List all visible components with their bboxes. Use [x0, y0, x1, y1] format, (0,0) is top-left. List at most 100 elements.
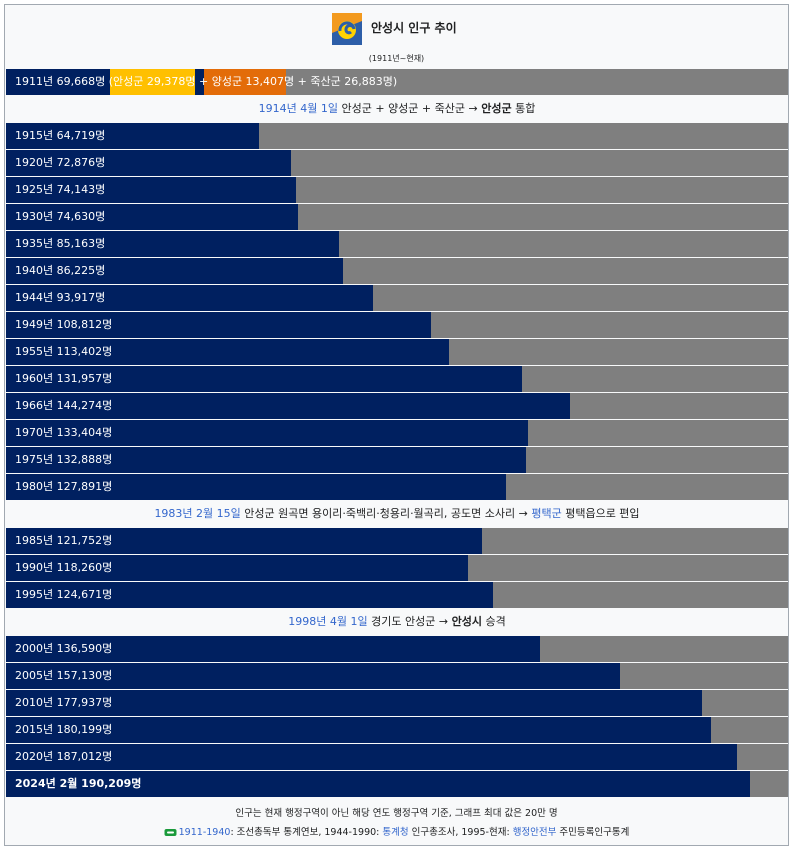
source-link[interactable]: 행정안전부	[512, 827, 557, 838]
link-text[interactable]: 1998년 4월 1일	[288, 615, 368, 628]
bar-label: 1944년 93,917명	[15, 291, 106, 304]
bar-label: 1995년 124,671명	[15, 588, 113, 601]
bar-label: 2024년 2월 190,209명	[15, 777, 142, 790]
event-note: 1983년 2월 15일 안성군 원곡면 용이리·죽백리·청용리·월곡리, 공도…	[6, 500, 788, 527]
bar	[6, 204, 298, 230]
bar-row-1944: 1944년 93,917명	[6, 285, 788, 311]
segment-label: 안성군 29,378명	[113, 75, 196, 88]
bar	[6, 744, 738, 770]
bar-label: 1970년 133,404명	[15, 426, 113, 439]
bar-label: 1975년 132,888명	[15, 453, 113, 466]
bold-text: 안성시	[451, 615, 482, 628]
bar-row-2005: 2005년 157,130명	[6, 663, 788, 689]
chart-sources: 1911-1940: 조선총독부 통계연보, 1944-1990: 통계청 인구…	[5, 824, 788, 838]
chart-header: 안성시 인구 추이 (1911년~현재)	[5, 5, 788, 69]
bar-label: 2015년 180,199명	[15, 723, 113, 736]
bar-label: 1911년 69,668명 (안성군 29,378명 + 양성군 13,407명…	[15, 69, 397, 95]
bar-label: 1920년 72,876명	[15, 156, 106, 169]
source-text: 인구총조사, 1995-현재:	[408, 827, 513, 838]
bar-label: 2010년 177,937명	[15, 696, 113, 709]
bar-label: 1935년 85,163명	[15, 237, 106, 250]
segment-label: 죽산군 26,883명	[310, 75, 393, 88]
bar-row-2024년-2월: 2024년 2월 190,209명	[6, 771, 788, 797]
bar-row-1966: 1966년 144,274명	[6, 393, 788, 419]
anseong-emblem-icon	[332, 13, 362, 45]
bar-row-1975: 1975년 132,888명	[6, 447, 788, 473]
bar-row-1990: 1990년 118,260명	[6, 555, 788, 581]
bar-row-1920: 1920년 72,876명	[6, 150, 788, 176]
bar	[6, 123, 260, 149]
chart-title: 안성시 인구 추이	[371, 21, 457, 35]
bar-label: 1955년 113,402명	[15, 345, 113, 358]
bar-row-1955: 1955년 113,402명	[6, 339, 788, 365]
bar-label: 2000년 136,590명	[15, 642, 113, 655]
source-text: 주민등록인구통계	[556, 827, 630, 838]
bar	[6, 285, 374, 311]
bar-label-total: 1911년 69,668명 (	[15, 75, 114, 88]
link-icon	[164, 829, 177, 836]
event-note: 1998년 4월 1일 경기도 안성군 → 안성시 승격	[6, 608, 788, 635]
bar-row-2015: 2015년 180,199명	[6, 717, 788, 743]
bar	[6, 663, 621, 689]
bar	[6, 150, 291, 176]
plain-text: 승격	[481, 615, 506, 628]
bar	[6, 717, 711, 743]
bar	[6, 447, 526, 473]
bar-row-1930: 1930년 74,630명	[6, 204, 788, 230]
plain-text: 통합	[511, 102, 536, 115]
bar-row-1915: 1915년 64,719명	[6, 123, 788, 149]
bar-row-1911: 1911년 69,668명 (안성군 29,378명 + 양성군 13,407명…	[6, 69, 788, 95]
bar-label: 1980년 127,891명	[15, 480, 113, 493]
plain-text: 안성군 원곡면 용이리·죽백리·청용리·월곡리, 공도면 소사리 →	[240, 507, 532, 520]
bar	[6, 474, 507, 500]
bar-label: 1915년 64,719명	[15, 129, 106, 142]
plain-text: 경기도 안성군 →	[367, 615, 452, 628]
link-text[interactable]: 1914년 4월 1일	[258, 102, 338, 115]
bar-row-1925: 1925년 74,143명	[6, 177, 788, 203]
bar-row-2010: 2010년 177,937명	[6, 690, 788, 716]
bar-label: 1940년 86,225명	[15, 264, 106, 277]
bar	[6, 555, 469, 581]
bar	[6, 771, 750, 797]
bar-label: 2005년 157,130명	[15, 669, 113, 682]
source-text: : 조선총독부 통계연보, 1944-1990:	[230, 827, 383, 838]
link-text[interactable]: 평택군	[531, 507, 562, 520]
plain-text: 안성군 + 양성군 + 죽산군 →	[338, 102, 482, 115]
bar-row-1940: 1940년 86,225명	[6, 258, 788, 284]
bar	[6, 420, 528, 446]
bar-label: 1925년 74,143명	[15, 183, 106, 196]
segment-label: 양성군 13,407명	[211, 75, 295, 88]
bar-row-2000: 2000년 136,590명	[6, 636, 788, 662]
stacked-segment	[204, 69, 286, 95]
bar-row-1935: 1935년 85,163명	[6, 231, 788, 257]
bar-row-2020: 2020년 187,012명	[6, 744, 788, 770]
bar	[6, 393, 571, 419]
bar-row-1995: 1995년 124,671명	[6, 582, 788, 608]
bar	[6, 582, 494, 608]
bar	[6, 690, 702, 716]
source-link[interactable]: 1911-1940	[178, 827, 231, 838]
bar-row-1949: 1949년 108,812명	[6, 312, 788, 338]
bar	[6, 177, 296, 203]
bar-label: 1949년 108,812명	[15, 318, 113, 331]
bar-label: 1985년 121,752명	[15, 534, 113, 547]
stacked-segment	[110, 69, 195, 95]
bar-row-1980: 1980년 127,891명	[6, 474, 788, 500]
bar	[6, 312, 432, 338]
chart-subtitle: (1911년~현재)	[368, 54, 425, 63]
bar	[6, 339, 450, 365]
bar-label: 1930년 74,630명	[15, 210, 106, 223]
bar-row-1970: 1970년 133,404명	[6, 420, 788, 446]
plain-text: 평택읍으로 편입	[561, 507, 640, 520]
bar	[6, 528, 483, 554]
source-link[interactable]: 통계청	[382, 827, 409, 838]
event-note: 1914년 4월 1일 안성군 + 양성군 + 죽산군 → 안성군 통합	[6, 95, 788, 122]
bar-label: 1960년 131,957명	[15, 372, 113, 385]
bar	[6, 231, 339, 257]
bar-label: 2020년 187,012명	[15, 750, 113, 763]
bar-row-1960: 1960년 131,957명	[6, 366, 788, 392]
bar	[6, 258, 344, 284]
link-text[interactable]: 1983년 2월 15일	[154, 507, 241, 520]
separator: +	[195, 75, 212, 88]
bar	[6, 636, 541, 662]
